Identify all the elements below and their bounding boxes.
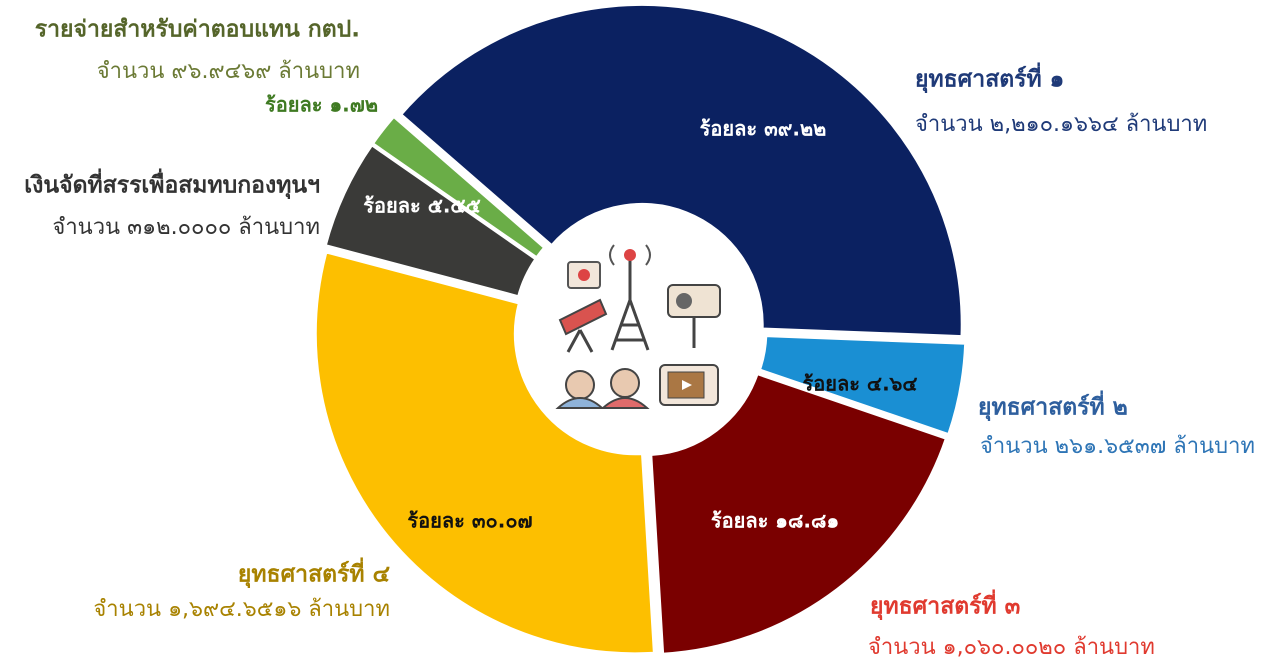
value-label: ร้อยละ ๕.๕๕: [363, 194, 480, 218]
category-label: ยุทธศาสตร์ที่ ๑: [915, 62, 1064, 94]
value-label: ร้อยละ ๓๙.๒๒: [700, 117, 827, 141]
category-label: ยุทธศาสตร์ที่ ๒: [978, 390, 1128, 422]
value-label: ร้อยละ ๑.๗๒: [265, 93, 378, 117]
amount-label: จำนวน ๑,๐๖๐.๐๐๒๐ ล้านบาท: [868, 635, 1155, 660]
value-label: ร้อยละ ๓๐.๐๗: [407, 509, 532, 533]
amount-label: จำนวน ๑,๖๙๔.๖๕๑๖ ล้านบาท: [93, 597, 390, 622]
category-label: ยุทธศาสตร์ที่ ๔: [238, 557, 390, 589]
slice: [370, 114, 547, 260]
category-label: ยุทธศาสตร์ที่ ๓: [870, 589, 1020, 621]
value-label: ร้อยละ ๑๘.๘๑: [711, 509, 839, 533]
slice: [757, 334, 968, 437]
value-label: ร้อยละ ๔.๖๔: [803, 372, 918, 396]
slice: [398, 2, 964, 339]
amount-label: จำนวน ๓๑๒.๐๐๐๐ ล้านบาท: [52, 215, 320, 240]
amount-label: จำนวน ๒,๒๑๐.๑๖๖๔ ล้านบาท: [915, 112, 1207, 137]
amount-label: จำนวน ๒๖๑.๖๕๓๗ ล้านบาท: [980, 434, 1255, 459]
slices: [313, 2, 968, 656]
category-label: เงินจัดที่สรรเพื่อสมทบกองทุนฯ: [24, 168, 320, 200]
category-label: รายจ่ายสำหรับค่าตอบแทน กตป.: [35, 17, 360, 43]
center-icon: [522, 212, 758, 448]
slice: [649, 371, 949, 656]
slice: [313, 250, 656, 656]
amount-label: จำนวน ๙๖.๙๔๖๙ ล้านบาท: [97, 59, 360, 84]
